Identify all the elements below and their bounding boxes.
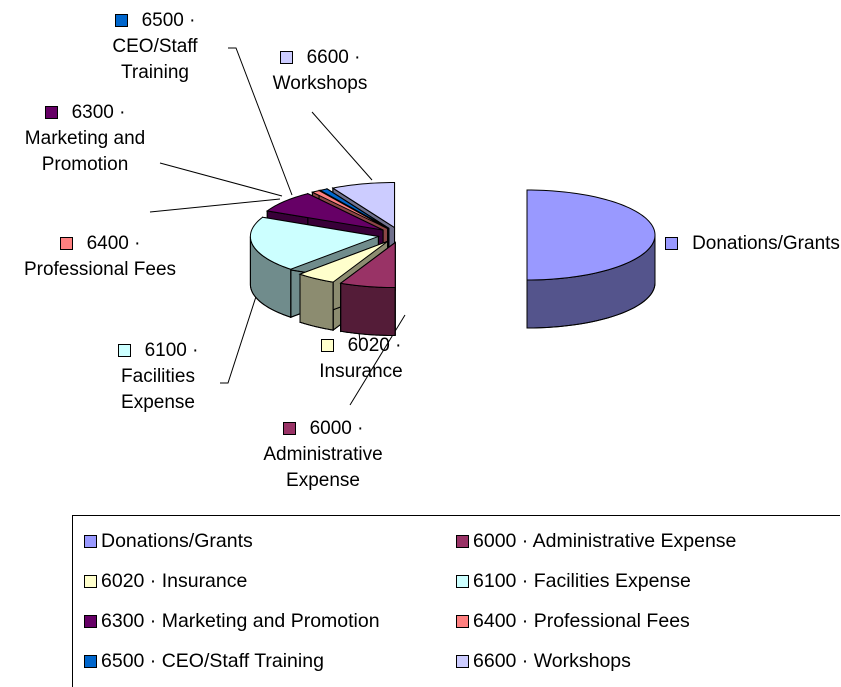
legend-text: 6020 · Insurance: [101, 570, 248, 592]
slice-top: [331, 182, 396, 229]
legend-text: 6400 · Professional Fees: [473, 610, 690, 632]
slice-top: [310, 190, 388, 230]
legend-item: 6600 · Workshops: [456, 650, 631, 673]
label-key: [320, 339, 334, 352]
legend-key: [456, 575, 469, 588]
slice: [339, 241, 396, 337]
label-text: 6020 · Insurance: [319, 335, 403, 382]
label-key: [279, 51, 293, 64]
legend-item: 6000 · Administrative Expense: [456, 530, 736, 553]
legend-key: [456, 655, 469, 668]
legend-text: 6500 · CEO/Staff Training: [101, 650, 324, 672]
leader-line: [220, 277, 263, 384]
slice-top: [318, 188, 390, 229]
slice-top: [265, 193, 384, 231]
slice-top: [298, 240, 388, 283]
legend-key: [84, 655, 97, 668]
label-key: [59, 237, 73, 250]
leader-lines: [149, 47, 406, 406]
slice-top: [249, 216, 381, 270]
legend-key: [456, 615, 469, 628]
slice: [526, 189, 656, 329]
leader-line: [228, 47, 293, 196]
legend-item: 6300 · Marketing and Promotion: [84, 610, 380, 633]
label-text: 6500 · CEO/Staff Training: [112, 10, 198, 83]
label-key: [114, 14, 128, 27]
label-text: 6100 · Facilities Expense: [121, 340, 199, 413]
label-text: 6600 · Workshops: [272, 47, 368, 94]
data-label: 6300 · Marketing and Promotion: [10, 100, 160, 178]
legend-key: [84, 615, 97, 628]
data-label: 6100 · Facilities Expense: [83, 338, 233, 416]
data-label: 6600 · Workshops: [235, 45, 405, 97]
data-label: 6400 · Professional Fees: [5, 231, 195, 283]
data-label: 6000 · Administrative Expense: [248, 416, 398, 494]
leader-line: [159, 162, 283, 197]
label-key: [665, 237, 679, 250]
legend-item: 6400 · Professional Fees: [456, 610, 690, 633]
legend-item: 6020 · Insurance: [84, 570, 247, 593]
legend-key: [84, 575, 97, 588]
label-key: [282, 422, 296, 435]
legend: Donations/Grants 6000 · Administrative Ex…: [72, 515, 840, 687]
label-text: 6300 · Marketing and Promotion: [24, 102, 146, 175]
data-label: 6500 · CEO/Staff Training: [80, 8, 230, 86]
slice-top: [339, 241, 396, 289]
legend-item: 6100 · Facilities Expense: [456, 570, 691, 593]
legend-text: 6300 · Marketing and Promotion: [101, 610, 380, 632]
legend-text: 6600 · Workshops: [473, 650, 631, 672]
slice-shade: [340, 282, 396, 337]
leader-line: [311, 111, 373, 181]
label-text: Donations/Grants: [692, 233, 840, 254]
legend-key: [456, 535, 469, 548]
legend-item: Donations/Grants: [84, 530, 253, 553]
label-key: [117, 344, 131, 357]
legend-item: 6500 · CEO/Staff Training: [84, 650, 324, 673]
legend-text: 6100 · Facilities Expense: [473, 570, 691, 592]
slice-shade: [299, 273, 334, 331]
label-text: 6400 · Professional Fees: [23, 233, 177, 280]
label-key: [44, 106, 58, 119]
legend-key: [84, 535, 97, 548]
legend-text: Donations/Grants: [101, 530, 253, 552]
data-label: 6020 · Insurance: [286, 333, 436, 385]
label-text: 6000 · Administrative Expense: [263, 418, 383, 491]
legend-text: 6000 · Administrative Expense: [473, 530, 737, 552]
slice-top: [526, 189, 656, 281]
leader-line: [149, 198, 281, 213]
data-label: Donations/Grants: [660, 231, 841, 257]
leader-line: [349, 314, 406, 406]
